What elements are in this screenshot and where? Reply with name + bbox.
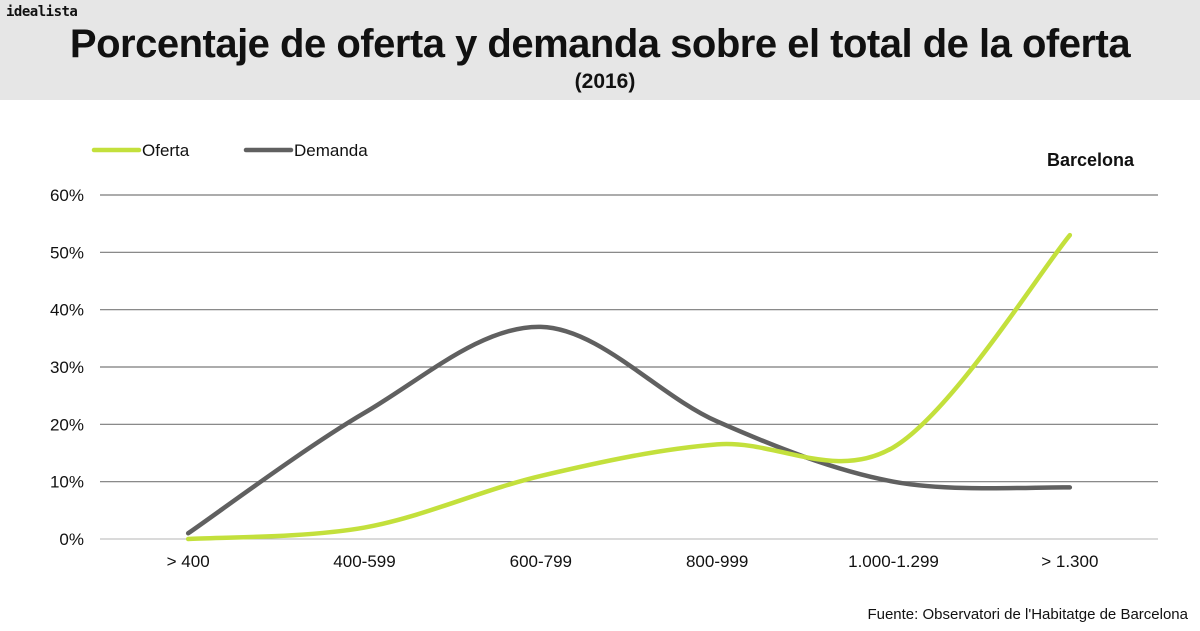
- series-line-oferta: [185, 232, 1073, 542]
- y-tick-label: 0%: [59, 530, 84, 549]
- legend-label-demanda: Demanda: [294, 141, 368, 160]
- x-tick-label: 800-999: [686, 552, 748, 571]
- series-line-demanda: [185, 324, 1073, 536]
- brand-logo: idealista: [6, 4, 78, 20]
- x-axis-ticks: > 400 400-599 600-799 800-999 1.000-1.299 > 1…: [167, 552, 1099, 571]
- y-tick-label: 30%: [50, 358, 84, 377]
- x-tick-label: 600-799: [510, 552, 572, 571]
- panel-title-barcelona: Barcelona: [1047, 150, 1135, 170]
- chart-main-title: Porcentaje de oferta y demanda sobre el …: [69, 22, 1131, 66]
- x-tick-label: > 400: [167, 552, 210, 571]
- chart-subtitle: (2016): [574, 70, 636, 93]
- line-chart: 0% 10% 20% 30% 40% 50% 60% > 400 400-599 600-799…: [50, 141, 1158, 571]
- grid-lines: [100, 194, 1158, 540]
- y-tick-label: 20%: [50, 415, 84, 434]
- y-tick-label: 10%: [50, 473, 84, 492]
- y-tick-label: 60%: [50, 186, 84, 205]
- legend: Oferta Demanda: [91, 141, 368, 160]
- x-tick-label: 400-599: [333, 552, 395, 571]
- series-lines: [185, 232, 1073, 542]
- header-banner: idealista Porcentaje de oferta y demanda…: [0, 0, 1200, 100]
- y-tick-label: 40%: [50, 301, 84, 320]
- x-tick-label: > 1.300: [1041, 552, 1098, 571]
- y-axis-ticks: 0% 10% 20% 30% 40% 50% 60%: [50, 186, 84, 549]
- legend-label-oferta: Oferta: [142, 141, 190, 160]
- y-tick-label: 50%: [50, 243, 84, 262]
- source-note: Fuente: Observatori de l'Habitatge de Ba…: [867, 606, 1188, 623]
- x-tick-label: 1.000-1.299: [848, 552, 939, 571]
